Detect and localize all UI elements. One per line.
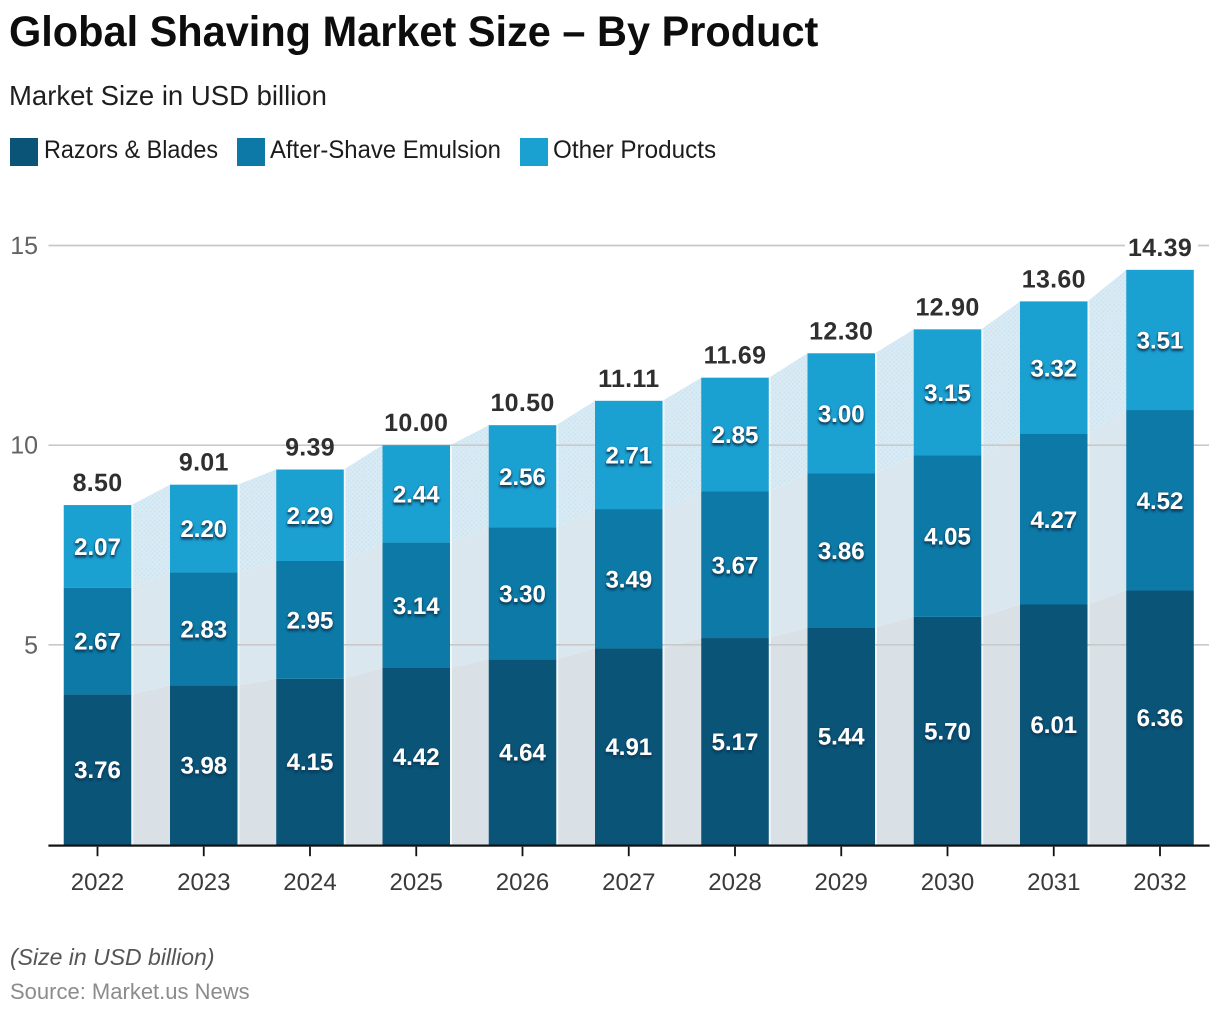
svg-text:3.49: 3.49 bbox=[605, 566, 652, 593]
svg-text:5.70: 5.70 bbox=[924, 718, 971, 745]
svg-text:10: 10 bbox=[10, 432, 38, 460]
svg-text:2.29: 2.29 bbox=[287, 503, 334, 530]
svg-text:2.85: 2.85 bbox=[712, 422, 759, 449]
svg-text:3.00: 3.00 bbox=[818, 401, 865, 428]
svg-text:12.30: 12.30 bbox=[809, 317, 873, 345]
svg-text:2.56: 2.56 bbox=[499, 464, 546, 491]
svg-text:2.07: 2.07 bbox=[74, 534, 121, 561]
svg-text:3.15: 3.15 bbox=[924, 380, 971, 407]
svg-text:2027: 2027 bbox=[602, 869, 655, 896]
svg-text:2.83: 2.83 bbox=[180, 617, 227, 644]
svg-text:3.76: 3.76 bbox=[74, 757, 121, 784]
svg-text:6.01: 6.01 bbox=[1030, 712, 1077, 739]
svg-text:15: 15 bbox=[10, 232, 38, 260]
svg-text:5.17: 5.17 bbox=[712, 729, 759, 756]
svg-text:3.98: 3.98 bbox=[180, 753, 227, 780]
svg-text:3.30: 3.30 bbox=[499, 581, 546, 608]
svg-text:3.67: 3.67 bbox=[712, 552, 759, 579]
svg-text:9.01: 9.01 bbox=[179, 449, 229, 477]
svg-text:2029: 2029 bbox=[815, 869, 868, 896]
svg-text:2025: 2025 bbox=[390, 869, 443, 896]
svg-text:2.95: 2.95 bbox=[287, 608, 334, 635]
svg-text:4.52: 4.52 bbox=[1137, 488, 1184, 515]
svg-text:12.90: 12.90 bbox=[915, 293, 979, 321]
svg-text:2024: 2024 bbox=[283, 869, 336, 896]
svg-text:11.11: 11.11 bbox=[598, 365, 659, 393]
svg-text:8.50: 8.50 bbox=[73, 469, 123, 497]
svg-text:2023: 2023 bbox=[177, 869, 230, 896]
svg-text:14.39: 14.39 bbox=[1128, 234, 1192, 262]
svg-text:2026: 2026 bbox=[496, 869, 549, 896]
svg-text:2032: 2032 bbox=[1133, 869, 1186, 896]
svg-text:6.36: 6.36 bbox=[1137, 705, 1184, 732]
svg-text:10.50: 10.50 bbox=[490, 389, 554, 417]
svg-text:5: 5 bbox=[24, 631, 38, 659]
svg-text:9.39: 9.39 bbox=[285, 434, 335, 462]
svg-text:4.91: 4.91 bbox=[605, 734, 652, 761]
svg-text:4.42: 4.42 bbox=[393, 744, 440, 771]
svg-text:2.44: 2.44 bbox=[393, 482, 440, 509]
svg-text:10.00: 10.00 bbox=[384, 409, 448, 437]
svg-text:2030: 2030 bbox=[921, 869, 974, 896]
svg-text:11.69: 11.69 bbox=[704, 342, 767, 370]
svg-text:4.15: 4.15 bbox=[287, 749, 334, 776]
svg-text:3.51: 3.51 bbox=[1137, 328, 1184, 355]
svg-text:5.44: 5.44 bbox=[818, 724, 865, 751]
svg-text:4.64: 4.64 bbox=[499, 740, 546, 767]
svg-text:2028: 2028 bbox=[708, 869, 761, 896]
svg-text:3.32: 3.32 bbox=[1030, 355, 1077, 382]
svg-text:3.14: 3.14 bbox=[393, 593, 440, 620]
svg-text:2.67: 2.67 bbox=[74, 629, 121, 656]
svg-text:2.71: 2.71 bbox=[605, 443, 652, 470]
svg-text:4.05: 4.05 bbox=[924, 524, 971, 551]
svg-text:2031: 2031 bbox=[1027, 869, 1080, 896]
svg-text:2.20: 2.20 bbox=[180, 516, 227, 543]
svg-text:2022: 2022 bbox=[71, 869, 124, 896]
svg-text:3.86: 3.86 bbox=[818, 538, 865, 565]
svg-text:13.60: 13.60 bbox=[1022, 265, 1086, 293]
svg-text:4.27: 4.27 bbox=[1030, 507, 1077, 534]
